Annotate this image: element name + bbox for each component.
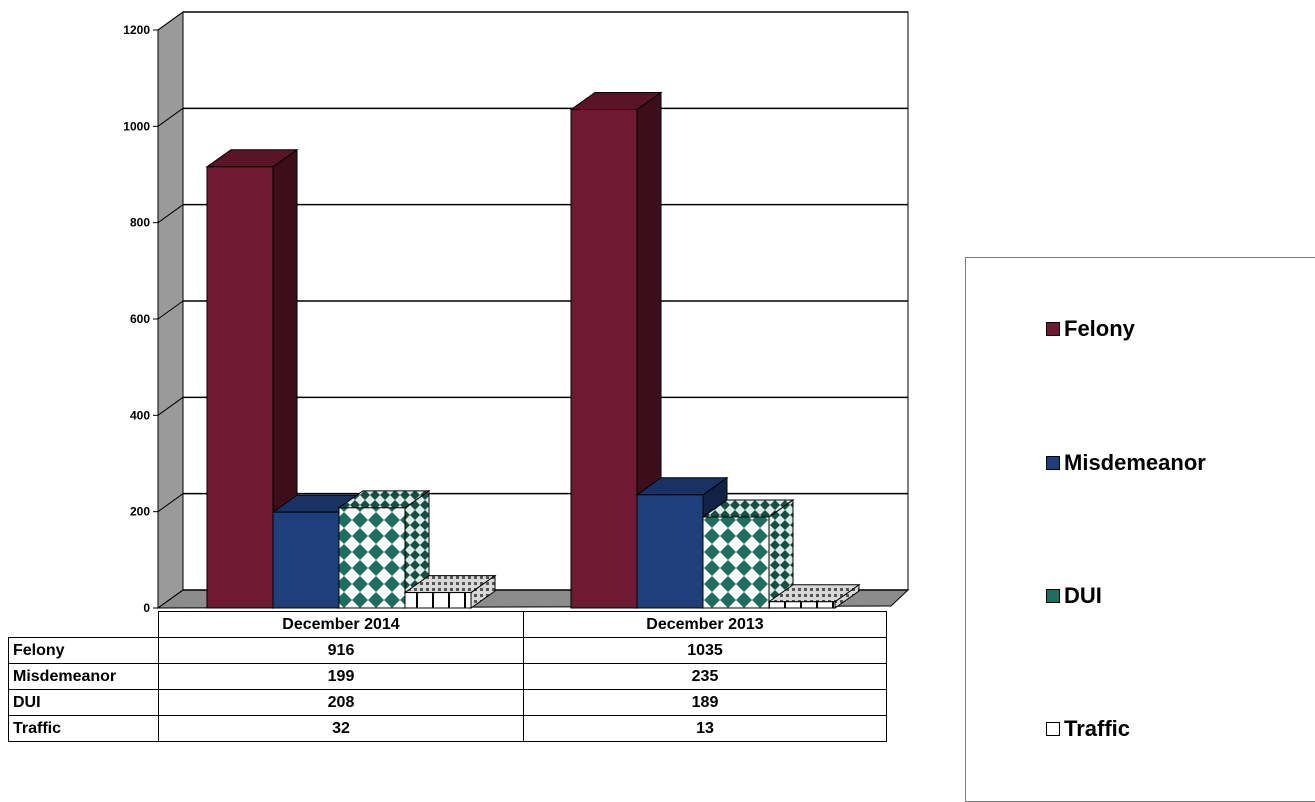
bar-misdemeanor-front <box>636 494 704 609</box>
gridline-side <box>157 204 184 224</box>
legend-item-dui: DUI <box>1046 583 1102 609</box>
bar-traffic-front <box>404 592 472 609</box>
gridline-side <box>157 107 184 127</box>
bar-traffic-1 <box>767 583 861 609</box>
bar-felony-0 <box>205 148 299 609</box>
bar-dui-front <box>338 507 406 609</box>
y-tick-label: 800 <box>130 216 150 230</box>
gridline-side <box>157 589 184 609</box>
bar-felony-1 <box>569 91 663 609</box>
table-corner <box>8 611 159 638</box>
legend-label-traffic: Traffic <box>1064 716 1131 741</box>
chart-legend: Felony Misdemeanor DUI Traffic <box>965 257 1315 802</box>
bar-dui-front <box>702 516 770 609</box>
table-row: Misdemeanor 199 235 <box>8 663 887 690</box>
y-tick-label: 200 <box>130 505 150 519</box>
gridline-side <box>157 300 184 320</box>
gridline-side <box>157 493 184 513</box>
y-tick-label: 1200 <box>123 23 150 37</box>
data-table: December 2014 December 2013 Felony 916 1… <box>8 611 887 742</box>
y-tick-label: 400 <box>130 408 150 422</box>
cell-felony-2014: 916 <box>158 637 524 664</box>
y-axis: 0 200 400 600 800 1000 1200 <box>123 23 158 615</box>
y-tick-label: 1000 <box>123 119 150 133</box>
cell-misdemeanor-2013: 235 <box>523 663 887 690</box>
legend-item-felony: Felony <box>1046 316 1135 342</box>
row-label-felony: Felony <box>8 637 159 664</box>
legend-item-traffic: Traffic <box>1046 716 1130 742</box>
table-row: Traffic 32 13 <box>8 715 887 742</box>
table-row: Felony 916 1035 <box>8 637 887 664</box>
cell-traffic-2013: 13 <box>523 715 887 742</box>
table-row: DUI 208 189 <box>8 689 887 716</box>
chart-frame <box>156 11 910 609</box>
bar-felony-front <box>570 108 638 609</box>
gridline-side <box>157 396 184 416</box>
bar-traffic-front <box>768 601 836 609</box>
cell-traffic-2014: 32 <box>158 715 524 742</box>
cell-dui-2013: 189 <box>523 689 887 716</box>
row-label-dui: DUI <box>8 689 159 716</box>
row-label-traffic: Traffic <box>8 715 159 742</box>
row-label-misdemeanor: Misdemeanor <box>8 663 159 690</box>
cell-dui-2014: 208 <box>158 689 524 716</box>
bar-traffic-0 <box>403 574 497 609</box>
bar-misdemeanor-front <box>272 511 340 609</box>
legend-swatch-felony <box>1046 322 1060 336</box>
bar-felony-front <box>206 166 274 609</box>
y-tick-label: 600 <box>130 312 150 326</box>
cell-felony-2013: 1035 <box>523 637 887 664</box>
legend-label-felony: Felony <box>1064 316 1135 341</box>
legend-label-dui: DUI <box>1064 583 1102 608</box>
legend-item-misdemeanor: Misdemeanor <box>1046 450 1206 476</box>
table-header-row: December 2014 December 2013 <box>8 611 887 638</box>
legend-swatch-dui <box>1046 589 1060 603</box>
legend-swatch-misdemeanor <box>1046 456 1060 470</box>
bar-dui-1 <box>701 498 795 609</box>
cell-misdemeanor-2014: 199 <box>158 663 524 690</box>
table-header-2014: December 2014 <box>158 611 524 638</box>
y-tick-label: 0 <box>143 601 150 615</box>
legend-swatch-traffic <box>1046 722 1060 736</box>
legend-label-misdemeanor: Misdemeanor <box>1064 450 1206 475</box>
gridline-side <box>157 11 184 31</box>
bar-dui-0 <box>337 489 431 609</box>
table-header-2013: December 2013 <box>523 611 887 638</box>
chart-bars <box>205 91 861 609</box>
